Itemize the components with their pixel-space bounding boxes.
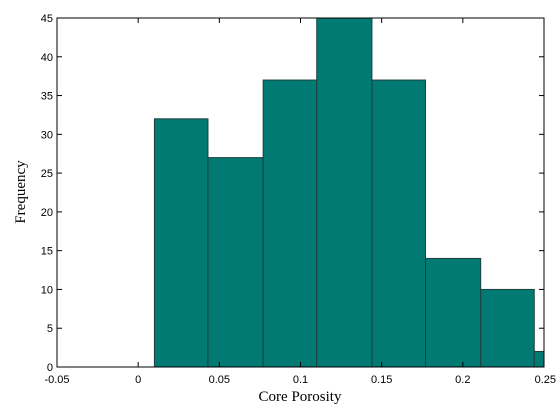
histogram-bar-4 <box>316 17 373 368</box>
y-axis-ticks: 0 5 10 15 20 25 30 35 40 45 <box>41 13 544 374</box>
histogram-bars <box>153 17 545 368</box>
y-tick-label: 0 <box>47 362 53 374</box>
x-axis-ticks: -0.05 0 0.05 0.1 0.15 0.2 0.25 <box>44 18 556 386</box>
x-tick-label: -0.05 <box>44 374 69 386</box>
y-tick-label: 40 <box>41 52 53 64</box>
y-tick-label: 10 <box>41 284 53 296</box>
x-tick-label: 0 <box>135 374 141 386</box>
histogram-bar-6 <box>424 257 482 368</box>
histogram-bar-5 <box>371 79 426 368</box>
histogram-bar-2 <box>207 157 264 368</box>
histogram-bar-3 <box>262 79 318 368</box>
y-tick-label: 45 <box>41 13 53 25</box>
x-tick-label: 0.15 <box>371 374 392 386</box>
histogram-bar-7 <box>480 288 535 368</box>
histogram-bar-8 <box>533 350 545 368</box>
y-tick-label: 5 <box>47 323 53 335</box>
x-tick-label: 0.2 <box>455 374 470 386</box>
x-tick-label: 0.25 <box>535 374 556 386</box>
y-tick-label: 35 <box>41 91 53 103</box>
y-tick-label: 30 <box>41 129 53 141</box>
histogram-bar-1 <box>153 118 209 368</box>
x-tick-label: 0.1 <box>293 374 308 386</box>
y-tick-label: 15 <box>41 246 53 258</box>
y-tick-label: 20 <box>41 207 53 219</box>
x-tick-label: 0.05 <box>209 374 230 386</box>
y-axis-label: Frequency <box>13 160 29 224</box>
y-tick-label: 25 <box>41 168 53 180</box>
x-axis-label: Core Porosity <box>259 389 342 405</box>
